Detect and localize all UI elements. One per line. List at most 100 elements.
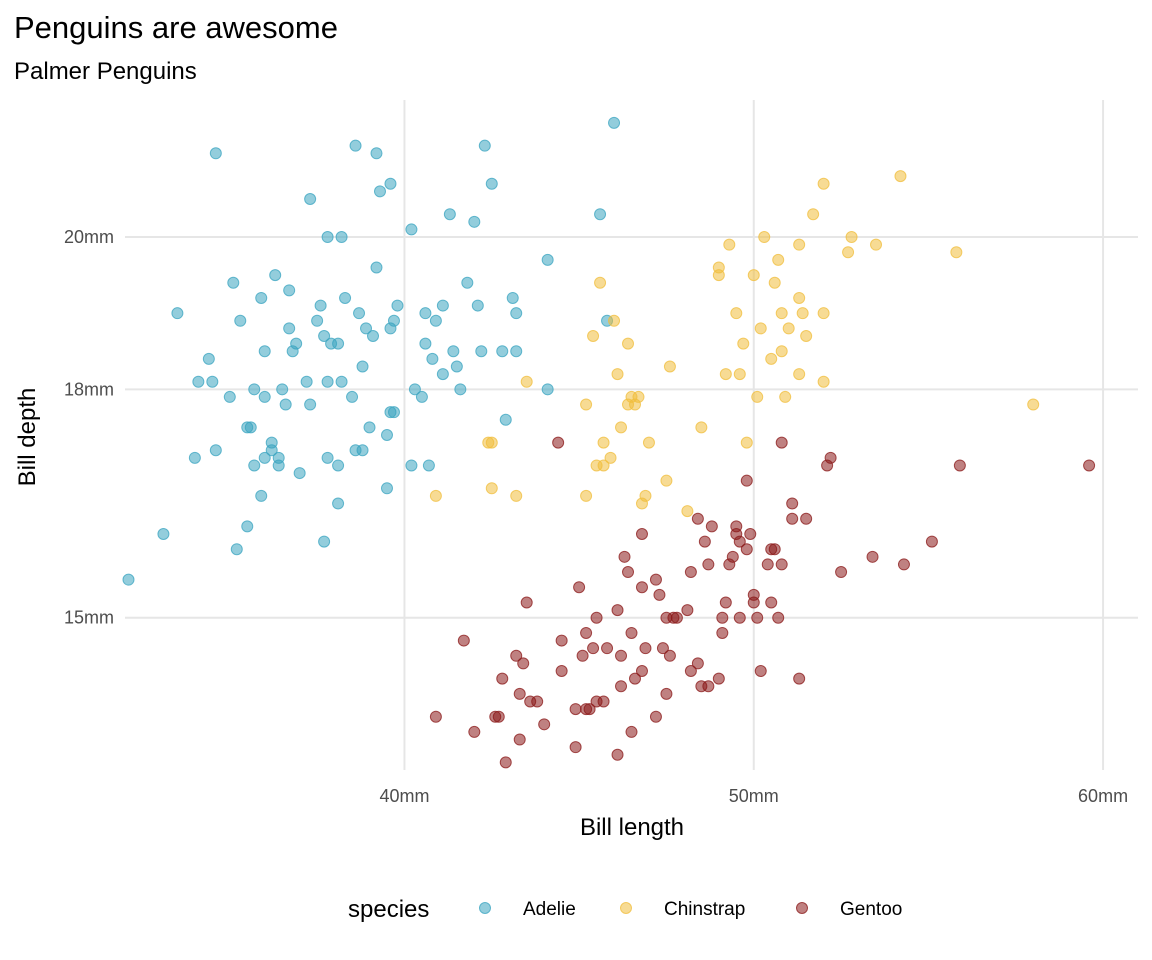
data-point-gentoo [754, 665, 767, 678]
data-point-gentoo [751, 611, 764, 624]
data-point-chinstrap [681, 505, 694, 518]
y-tick-label: 20mm [64, 227, 114, 247]
data-point-chinstrap [747, 269, 760, 282]
data-point-chinstrap [597, 436, 610, 449]
data-point-adelie [384, 177, 397, 190]
data-point-adelie [244, 421, 257, 434]
data-point-chinstrap [793, 238, 806, 251]
y-axis-ticks: 15mm 18mm 20mm [64, 227, 114, 628]
data-point-gentoo [712, 672, 725, 685]
data-point-chinstrap [733, 368, 746, 381]
data-point-chinstrap [615, 421, 628, 434]
data-point-gentoo [639, 642, 652, 655]
data-point-chinstrap [768, 276, 781, 289]
data-point-adelie [391, 299, 404, 312]
data-point-gentoo [681, 604, 694, 617]
data-point-chinstrap [660, 474, 673, 487]
data-point-chinstrap [754, 322, 767, 335]
data-point-adelie [370, 147, 383, 160]
data-point-chinstrap [580, 398, 593, 411]
data-point-gentoo [761, 558, 774, 571]
data-point-chinstrap [608, 314, 621, 327]
legend: species Adelie Chinstrap Gentoo [348, 896, 902, 923]
data-point-chinstrap [723, 238, 736, 251]
data-point-adelie [227, 276, 240, 289]
data-point-chinstrap [485, 482, 498, 495]
y-axis-title: Bill depth [14, 388, 41, 487]
data-point-chinstrap [740, 436, 753, 449]
data-point-chinstrap [712, 261, 725, 274]
data-point-gentoo [520, 596, 533, 609]
data-point-chinstrap [510, 489, 523, 502]
data-point-adelie [241, 520, 254, 533]
x-tick-label: 60mm [1078, 786, 1128, 806]
data-point-adelie [335, 375, 348, 388]
data-point-gentoo [513, 687, 526, 700]
data-point-gentoo [611, 604, 624, 617]
data-point-adelie [321, 231, 334, 244]
data-point-gentoo [555, 634, 568, 647]
data-point-chinstrap [580, 489, 593, 502]
data-point-gentoo [775, 558, 788, 571]
data-point-adelie [258, 390, 271, 403]
data-point-adelie [339, 291, 352, 304]
chart-subtitle: Palmer Penguins [14, 58, 197, 85]
data-point-chinstrap [775, 307, 788, 320]
data-point-gentoo [531, 695, 544, 708]
data-point-adelie [510, 345, 523, 358]
data-point-adelie [510, 307, 523, 320]
data-point-adelie [314, 299, 327, 312]
data-point-gentoo [653, 588, 666, 601]
x-tick-label: 50mm [729, 786, 779, 806]
data-point-gentoo [691, 657, 704, 670]
data-point-chinstrap [765, 352, 778, 365]
data-point-adelie [405, 223, 418, 236]
data-point-gentoo [573, 581, 586, 594]
data-point-adelie [436, 299, 449, 312]
data-point-adelie [360, 322, 373, 335]
data-point-adelie [304, 192, 317, 205]
data-point-gentoo [580, 626, 593, 639]
data-point-adelie [461, 276, 474, 289]
data-point-chinstrap [793, 368, 806, 381]
data-point-adelie [443, 208, 456, 221]
data-point-adelie [387, 314, 400, 327]
legend-key-gentoo [796, 902, 808, 914]
data-point-chinstrap [429, 489, 442, 502]
data-point-adelie [272, 459, 285, 472]
data-point-gentoo [649, 573, 662, 586]
data-point-adelie [447, 345, 460, 358]
data-point-adelie [426, 352, 439, 365]
data-point-gentoo [517, 657, 530, 670]
x-axis-ticks: 40mm 50mm 60mm [379, 786, 1128, 806]
data-point-gentoo [611, 748, 624, 761]
data-point-gentoo [824, 451, 837, 464]
data-point-adelie [454, 383, 467, 396]
data-point-adelie [541, 253, 554, 266]
data-point-adelie [332, 337, 345, 350]
data-point-gentoo [744, 527, 757, 540]
data-point-adelie [258, 451, 271, 464]
data-point-chinstrap [793, 291, 806, 304]
data-point-adelie [387, 406, 400, 419]
data-point-gentoo [719, 596, 732, 609]
data-point-adelie [332, 459, 345, 472]
data-point-gentoo [866, 550, 879, 563]
data-point-adelie [608, 116, 621, 129]
data-point-gentoo [733, 535, 746, 548]
data-point-chinstrap [604, 451, 617, 464]
data-point-adelie [283, 322, 296, 335]
data-point-chinstrap [817, 177, 830, 190]
data-point-gentoo [765, 596, 778, 609]
data-point-adelie [408, 383, 421, 396]
data-point-gentoo [786, 512, 799, 525]
data-point-gentoo [800, 512, 813, 525]
data-point-adelie [290, 337, 303, 350]
data-point-gentoo [625, 626, 638, 639]
y-tick-label: 15mm [64, 608, 114, 628]
data-point-gentoo [684, 665, 697, 678]
data-point-chinstrap [842, 246, 855, 259]
data-point-adelie [450, 360, 463, 373]
data-point-adelie [230, 543, 243, 556]
data-point-gentoo [775, 436, 788, 449]
